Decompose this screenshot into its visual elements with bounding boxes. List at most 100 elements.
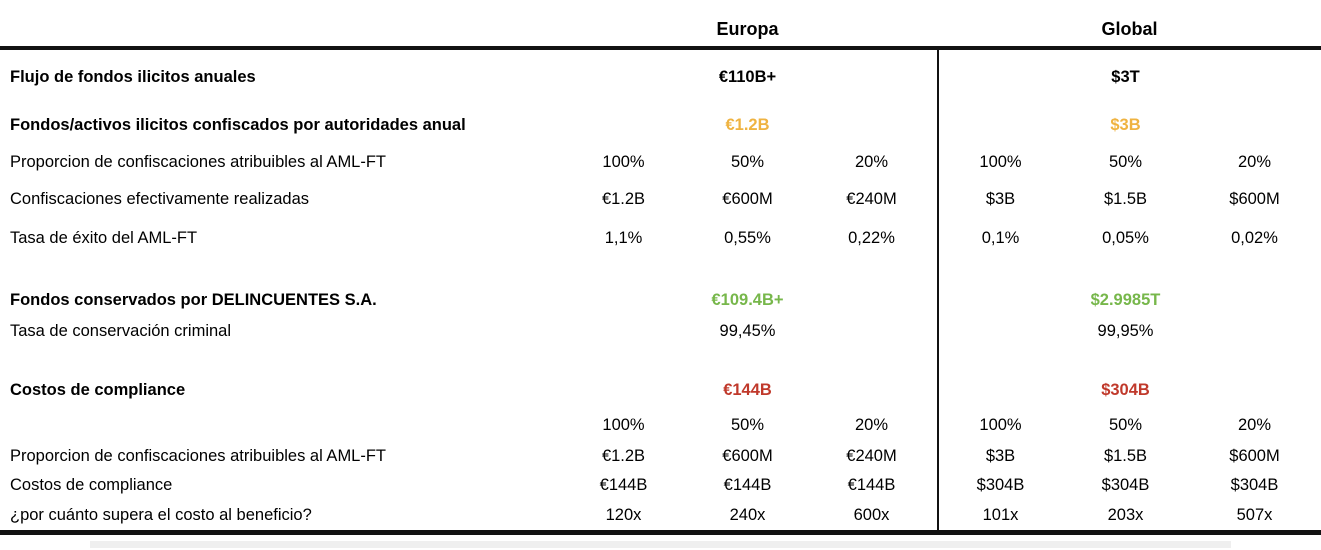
cell-europa-2: €600M [722,447,773,465]
cell-global-2: 99,95% [1097,322,1154,340]
row-label: Costos de compliance [10,476,173,494]
cell-europa-3: €144B [847,476,896,494]
table-row: Fondos/activos ilicitos confiscados por … [0,105,1321,146]
cell-europa-3 [805,50,938,105]
row-label: Flujo de fondos ilicitos anuales [10,68,256,86]
cell-europa-3: 20% [854,153,889,171]
row-label: Tasa de éxito del AML-FT [10,228,198,247]
cell-global-3 [1188,374,1321,407]
cell-global-1: 101x [982,506,1019,524]
cell-global-3: $304B [1230,476,1279,494]
cell-global-3 [1188,50,1321,105]
cell-europa-1 [557,50,690,105]
europa-global-divider [937,50,939,530]
cell-europa-1: €1.2B [601,447,646,465]
cell-europa-2: 99,45% [719,322,776,340]
column-headers: Europa Global [0,0,1321,46]
cell-global-3: 20% [1237,153,1272,171]
cell-europa-2: €600M [722,189,773,208]
table-row: Proporcion de confiscaciones atribuibles… [0,146,1321,179]
spacer-row [0,257,1321,284]
europa-header: Europa [716,19,779,39]
cell-global-2: $1.5B [1103,189,1148,208]
cell-global-3: 20% [1237,415,1272,434]
cell-europa-3: €240M [846,447,897,465]
table-row: Tasa de conservación criminal 99,45% 99,95… [0,317,1321,346]
table-row: Fondos conservados por DELINCUENTES S.A.… [0,284,1321,317]
row-label: Fondos/activos ilicitos confiscados por … [10,116,466,134]
cell-global-2: 0,05% [1102,228,1149,247]
cell-global-2: $304B [1101,381,1150,399]
table-row: Costos de compliance €144B €144B €144B $304B… [0,470,1321,501]
row-label: Confiscaciones efectivamente realizadas [10,189,309,208]
cell-europa-3 [805,284,938,317]
table-top-border [0,46,1321,50]
row-label: Proporcion de confiscaciones atribuibles… [10,153,387,171]
table-row: Flujo de fondos ilicitos anuales €110B+ $3… [0,50,1321,105]
cell-europa-2: 50% [730,415,765,434]
table-row: Costos de compliance €144B $304B [0,374,1321,407]
cell-global-2: $2.9985T [1090,291,1161,309]
cell-global-2: $1.5B [1103,447,1148,465]
row-label: Proporcion de confiscaciones atribuibles… [10,447,387,465]
cell-europa-2: 0,55% [724,228,771,247]
cell-global-1: $3B [985,189,1016,208]
cell-global-1: 100% [979,153,1022,171]
cell-global-2: $3T [1111,68,1140,86]
row-label: Costos de compliance [10,381,186,399]
cell-europa-2: €1.2B [725,116,770,134]
cell-global-1 [938,105,1063,146]
cell-global-3: 507x [1236,506,1273,524]
table-row: 100% 50% 20% 100% 50% 20% [0,407,1321,443]
cell-global-1: $3B [985,447,1016,465]
cell-global-1 [938,50,1063,105]
table-body: Flujo de fondos ilicitos anuales €110B+ $3… [0,50,1321,530]
table-row: Tasa de éxito del AML-FT 1,1% 0,55% 0,22% 0,… [0,219,1321,257]
cell-europa-3: 600x [853,506,890,524]
next-row-shadow [90,541,1231,548]
cell-europa-2: €110B+ [718,68,777,86]
cell-europa-2: €144B [723,476,772,494]
cell-europa-3 [805,317,938,346]
cell-global-2: 203x [1107,506,1144,524]
cell-global-1 [938,317,1063,346]
cell-europa-3: 20% [854,415,889,434]
cell-global-3: 0,02% [1231,228,1278,247]
row-label: Fondos conservados por DELINCUENTES S.A. [10,291,377,309]
cell-global-3 [1188,317,1321,346]
cell-europa-3 [805,374,938,407]
cell-europa-1 [557,284,690,317]
cell-global-2: 50% [1108,153,1143,171]
table-bottom-border [0,530,1321,535]
cell-europa-2: 240x [729,506,766,524]
table-row: Confiscaciones efectivamente realizadas €… [0,179,1321,219]
row-label: Tasa de conservación criminal [10,322,232,340]
table-row: ¿por cuánto supera el costo al beneficio… [0,501,1321,530]
cell-global-2: $304B [1101,476,1150,494]
cell-europa-1: 120x [605,506,642,524]
cell-global-3 [1188,105,1321,146]
cell-global-1: 0,1% [981,228,1020,247]
cell-global-3: $600M [1229,189,1280,208]
cell-global-1: 100% [979,415,1022,434]
cell-global-1 [938,284,1063,317]
label-column-spacer [0,0,557,46]
cell-europa-1: €144B [599,476,648,494]
row-label [0,407,557,443]
cell-global-3: $600M [1229,447,1280,465]
cell-europa-1: 100% [602,415,645,434]
cell-europa-1 [557,105,690,146]
cell-europa-1: €1.2B [601,189,646,208]
table-row: Proporcion de confiscaciones atribuibles… [0,443,1321,470]
cell-europa-2: €144B [723,381,772,399]
cell-global-3 [1188,284,1321,317]
global-header: Global [1101,19,1158,39]
spacer-row [0,346,1321,374]
cell-europa-3: 0,22% [848,228,895,247]
cell-global-2: $3B [1110,116,1141,134]
cell-global-1 [938,374,1063,407]
cell-europa-1: 1,1% [604,228,643,247]
cell-europa-1 [557,374,690,407]
cell-europa-1: 100% [602,153,645,171]
